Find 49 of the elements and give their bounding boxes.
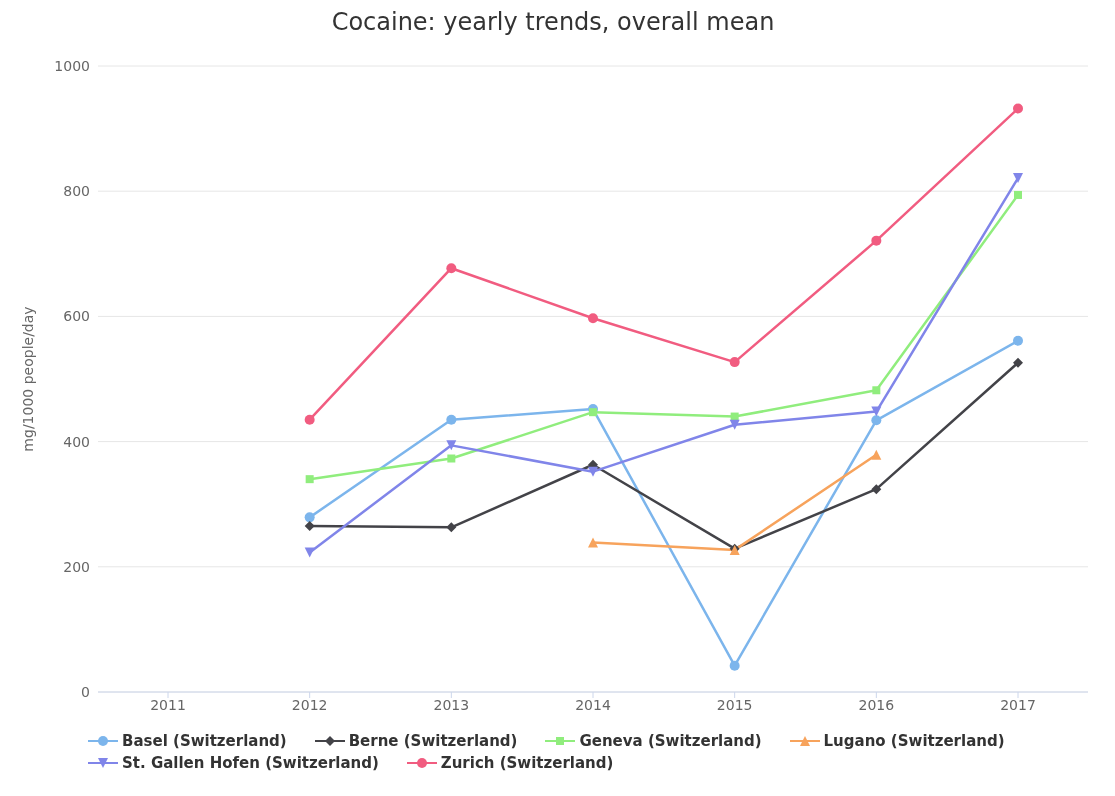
point bbox=[871, 406, 882, 417]
x-tick-label: 2011 bbox=[150, 696, 186, 713]
point bbox=[871, 449, 882, 460]
x-tick-label: 2015 bbox=[716, 696, 753, 713]
legend-label: Zurich (Switzerland) bbox=[440, 754, 614, 772]
point bbox=[304, 512, 315, 523]
point bbox=[871, 415, 882, 426]
point bbox=[446, 440, 457, 451]
legend-label: Lugano (Switzerland) bbox=[823, 732, 1005, 750]
y-tick-label: 1000 bbox=[54, 57, 90, 74]
y-tick-label: 200 bbox=[63, 558, 90, 575]
point bbox=[872, 386, 881, 395]
legend-label: Geneva (Switzerland) bbox=[579, 732, 762, 750]
point bbox=[304, 547, 315, 558]
y-tick-label: 600 bbox=[63, 308, 90, 325]
legend-label: Berne (Switzerland) bbox=[348, 732, 518, 750]
point bbox=[588, 466, 598, 477]
y-tick-label: 0 bbox=[81, 683, 90, 700]
point bbox=[1013, 103, 1023, 114]
point bbox=[1013, 335, 1023, 346]
point bbox=[589, 408, 597, 417]
chart-title: Cocaine: yearly trends, overall mean bbox=[330, 8, 776, 36]
x-tick-label: 2014 bbox=[575, 696, 611, 713]
point bbox=[1014, 190, 1022, 199]
legend-label: St. Gallen Hofen (Switzerland) bbox=[122, 754, 379, 772]
point bbox=[588, 313, 598, 324]
point bbox=[304, 521, 315, 532]
x-tick-label: 2013 bbox=[433, 696, 470, 713]
x-tick-label: 2017 bbox=[1000, 696, 1036, 713]
point bbox=[729, 419, 740, 430]
point bbox=[871, 484, 882, 495]
x-tick-label: 2016 bbox=[858, 696, 895, 713]
point bbox=[729, 357, 740, 368]
point bbox=[729, 660, 740, 671]
x-tick-label: 2012 bbox=[291, 696, 328, 713]
point bbox=[305, 475, 314, 484]
point bbox=[446, 263, 457, 274]
y-tick-label: 800 bbox=[63, 183, 90, 200]
point bbox=[447, 454, 456, 463]
point bbox=[871, 235, 882, 246]
y-tick-label: 400 bbox=[63, 433, 90, 450]
point bbox=[446, 522, 457, 533]
point bbox=[304, 414, 315, 425]
y-axis-title: mg/1000 people/day bbox=[19, 306, 36, 452]
point bbox=[588, 537, 598, 548]
point bbox=[446, 414, 457, 425]
point bbox=[1013, 173, 1023, 184]
point bbox=[1013, 357, 1023, 368]
legend-label: Basel (Switzerland) bbox=[122, 732, 287, 750]
